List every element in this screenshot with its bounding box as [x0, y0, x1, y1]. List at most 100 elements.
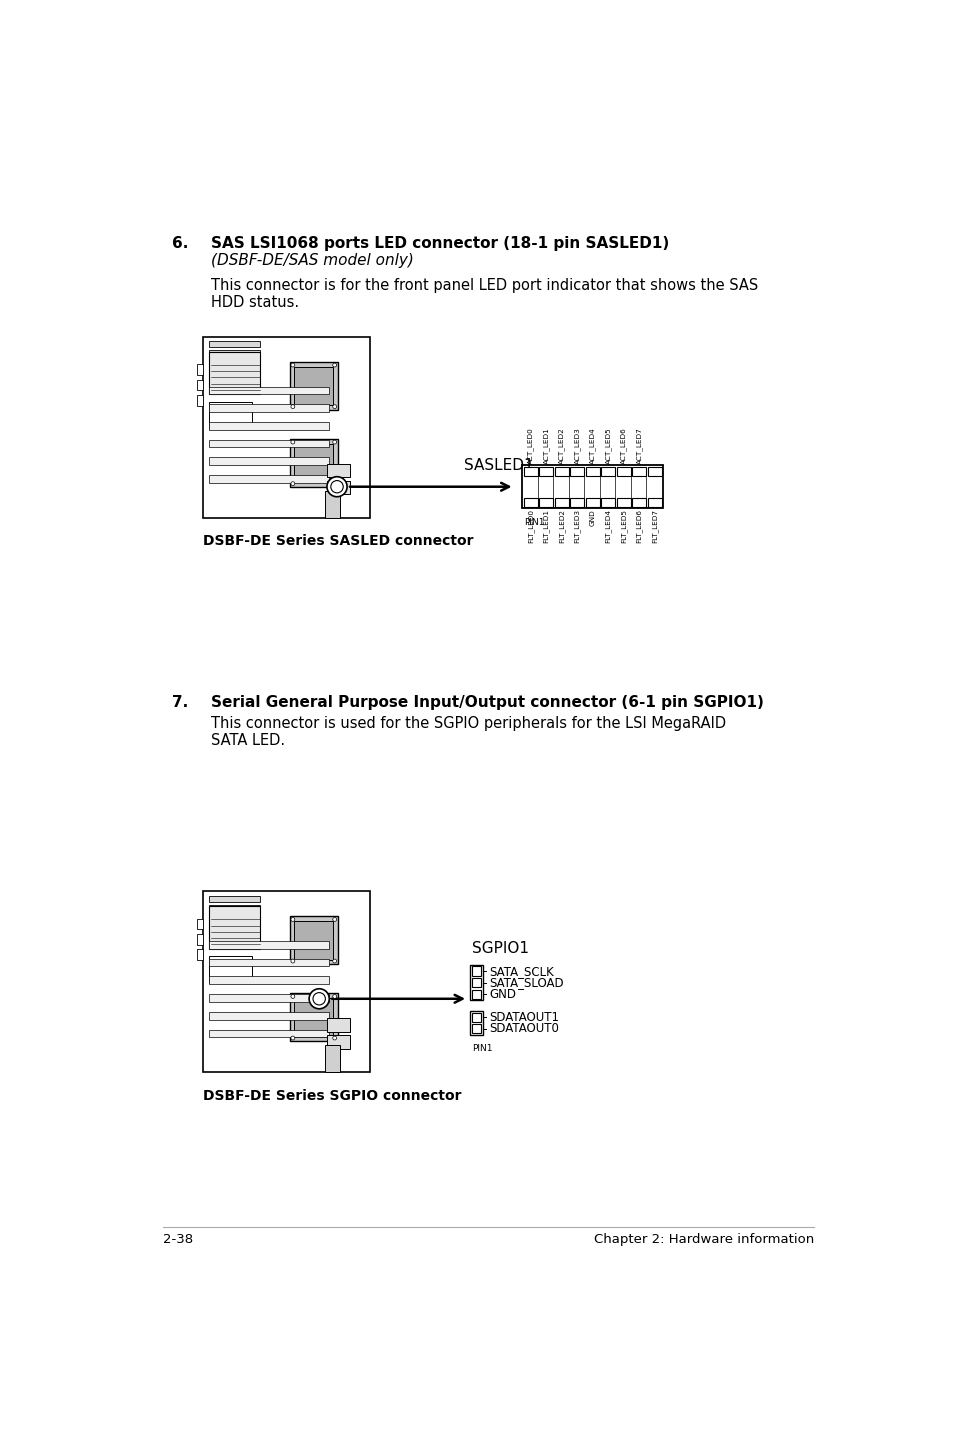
- Bar: [647, 498, 661, 506]
- Circle shape: [333, 995, 336, 998]
- Circle shape: [291, 959, 294, 963]
- Bar: [327, 1035, 350, 1048]
- Bar: [209, 404, 329, 413]
- Text: FLT_LED7: FLT_LED7: [651, 509, 658, 544]
- Bar: [209, 1012, 329, 1020]
- Bar: [327, 1018, 350, 1032]
- Bar: [472, 1012, 480, 1022]
- Bar: [617, 498, 630, 506]
- Bar: [209, 341, 260, 348]
- Bar: [209, 896, 260, 902]
- Text: DSBF-DE Series SASLED connector: DSBF-DE Series SASLED connector: [203, 535, 473, 548]
- Bar: [290, 994, 337, 1041]
- Text: FLT_LED1: FLT_LED1: [542, 509, 549, 544]
- Circle shape: [331, 480, 343, 493]
- Bar: [470, 1011, 482, 1035]
- Bar: [472, 1024, 480, 1034]
- Bar: [209, 915, 260, 920]
- Text: PIN1: PIN1: [523, 518, 544, 526]
- Circle shape: [313, 992, 325, 1005]
- Text: ACT_LED3: ACT_LED3: [574, 427, 580, 464]
- Text: GND: GND: [488, 988, 516, 1001]
- Bar: [324, 1045, 340, 1071]
- Bar: [209, 976, 329, 984]
- Circle shape: [333, 1037, 336, 1040]
- Text: ACT_LED5: ACT_LED5: [604, 427, 611, 464]
- Text: FLT_LED2: FLT_LED2: [558, 509, 564, 544]
- Text: FLT_LED4: FLT_LED4: [604, 509, 611, 544]
- Bar: [209, 933, 260, 939]
- Bar: [209, 352, 260, 394]
- Bar: [209, 370, 260, 375]
- Circle shape: [333, 364, 336, 367]
- Bar: [294, 367, 333, 406]
- Circle shape: [327, 477, 347, 496]
- Text: This connector is used for the SGPIO peripherals for the LSI MegaRAID: This connector is used for the SGPIO per…: [211, 716, 725, 731]
- Circle shape: [291, 364, 294, 367]
- Text: HDD status.: HDD status.: [211, 295, 298, 311]
- Bar: [327, 463, 350, 477]
- Bar: [555, 498, 568, 506]
- Bar: [196, 935, 203, 945]
- Bar: [523, 498, 537, 506]
- Bar: [196, 919, 203, 929]
- Bar: [632, 467, 645, 476]
- Bar: [209, 906, 260, 949]
- Text: 6.: 6.: [172, 236, 188, 252]
- Text: This connector is for the front panel LED port indicator that shows the SAS: This connector is for the front panel LE…: [211, 278, 757, 293]
- Text: ACT_LED4: ACT_LED4: [589, 427, 596, 464]
- Bar: [523, 467, 537, 476]
- Circle shape: [291, 440, 294, 444]
- Bar: [600, 467, 615, 476]
- Bar: [521, 464, 662, 508]
- Text: Chapter 2: Hardware information: Chapter 2: Hardware information: [594, 1234, 814, 1247]
- Bar: [585, 498, 599, 506]
- Bar: [209, 421, 329, 430]
- Bar: [209, 351, 260, 357]
- Bar: [209, 360, 260, 365]
- Bar: [472, 966, 480, 975]
- Text: SATA_SCLK: SATA_SCLK: [488, 965, 553, 978]
- Text: SDATAOUT1: SDATAOUT1: [488, 1011, 558, 1024]
- Bar: [324, 490, 340, 518]
- Circle shape: [333, 440, 336, 444]
- Bar: [472, 978, 480, 988]
- Bar: [538, 498, 553, 506]
- Bar: [209, 959, 329, 966]
- Bar: [203, 336, 369, 518]
- Bar: [327, 480, 350, 495]
- Bar: [196, 949, 203, 961]
- Bar: [585, 467, 599, 476]
- Text: GND: GND: [589, 509, 596, 526]
- Bar: [290, 916, 337, 963]
- Text: SAS LSI1068 ports LED connector (18-1 pin SASLED1): SAS LSI1068 ports LED connector (18-1 pi…: [211, 236, 668, 252]
- Bar: [209, 940, 329, 949]
- Bar: [600, 498, 615, 506]
- Bar: [294, 998, 333, 1037]
- Text: 2-38: 2-38: [163, 1234, 193, 1247]
- Text: ACT_LED2: ACT_LED2: [558, 427, 564, 464]
- Circle shape: [333, 482, 336, 486]
- Text: PIN1: PIN1: [472, 1044, 492, 1053]
- Bar: [290, 439, 337, 486]
- Bar: [209, 475, 329, 483]
- Text: SATA LED.: SATA LED.: [211, 733, 285, 748]
- Circle shape: [291, 482, 294, 486]
- Bar: [209, 457, 329, 464]
- Bar: [209, 440, 329, 447]
- Circle shape: [333, 404, 336, 408]
- Text: FLT_LED3: FLT_LED3: [574, 509, 580, 544]
- Bar: [472, 989, 480, 999]
- Text: ACT_LED1: ACT_LED1: [542, 427, 549, 464]
- Bar: [632, 498, 645, 506]
- Circle shape: [333, 959, 336, 963]
- Bar: [294, 443, 333, 482]
- Bar: [209, 994, 329, 1002]
- Bar: [538, 467, 553, 476]
- Text: FLT_LED0: FLT_LED0: [527, 509, 534, 544]
- Bar: [570, 498, 583, 506]
- Text: ACT_LED7: ACT_LED7: [636, 427, 642, 464]
- Bar: [294, 920, 333, 959]
- Text: Serial General Purpose Input/Output connector (6-1 pin SGPIO1): Serial General Purpose Input/Output conn…: [211, 695, 762, 709]
- Bar: [196, 395, 203, 406]
